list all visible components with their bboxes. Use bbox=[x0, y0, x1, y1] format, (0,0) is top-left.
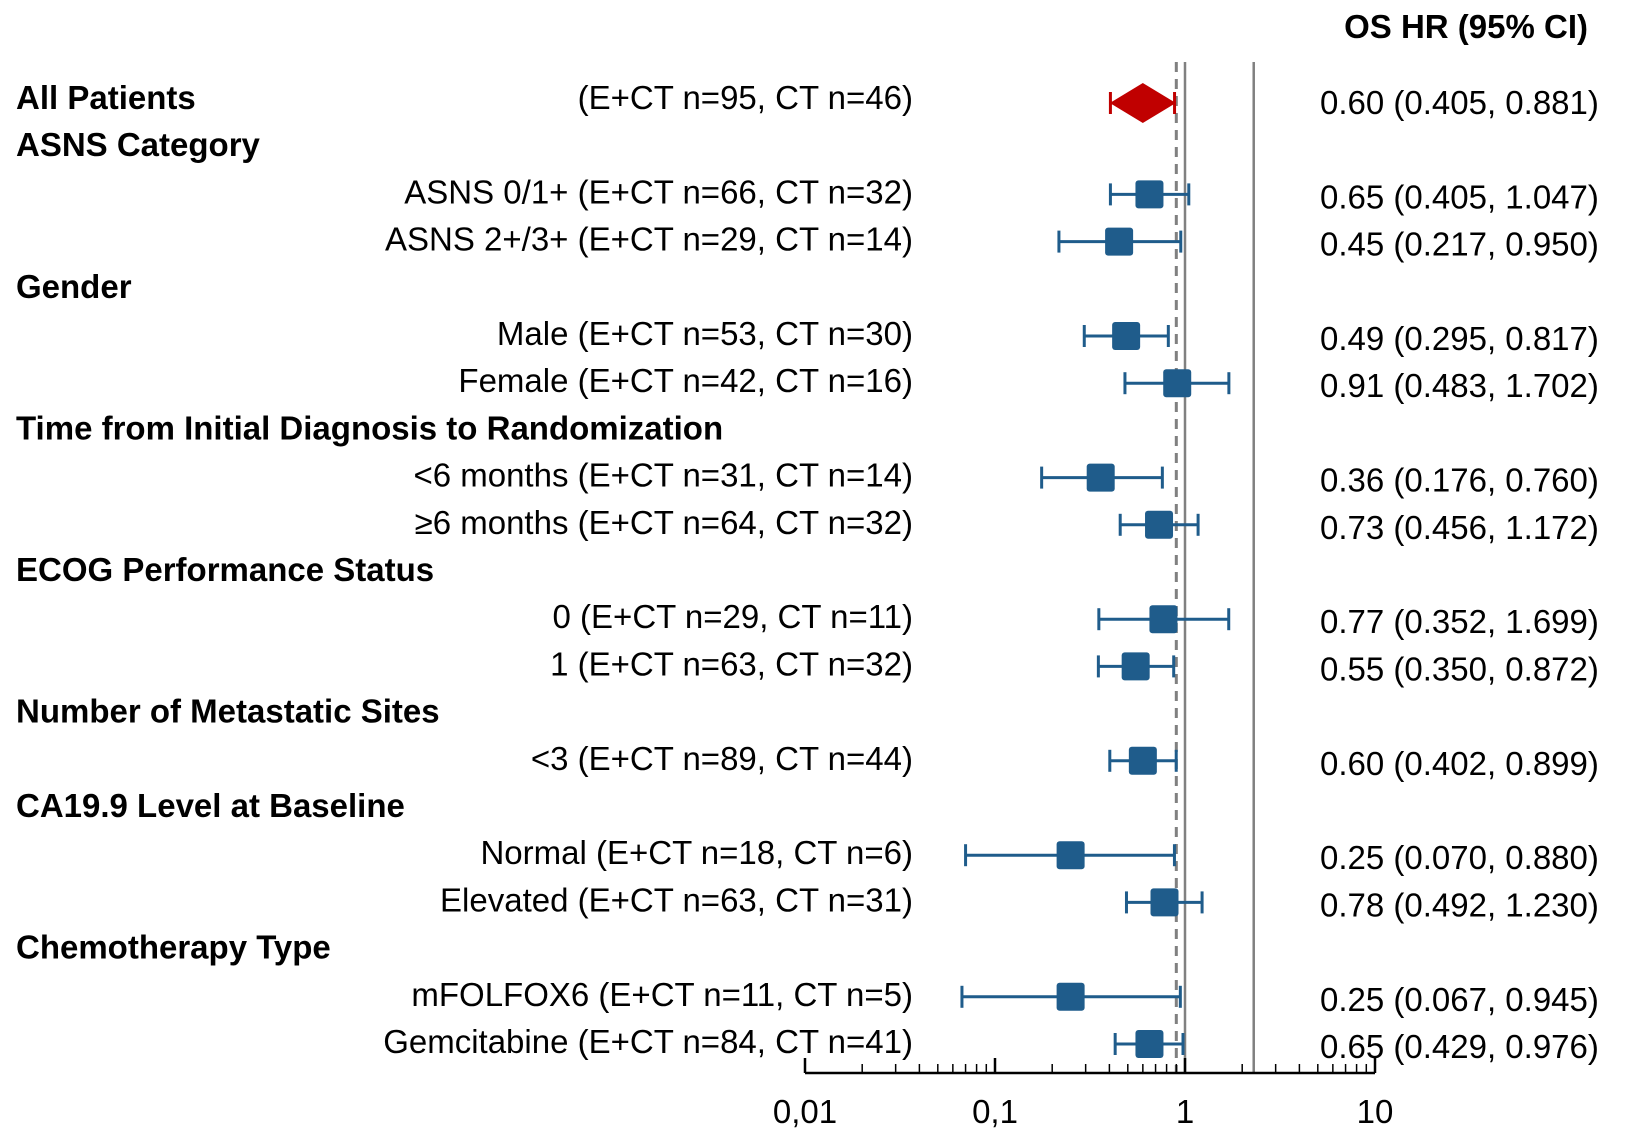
x-tick-label: 0,1 bbox=[972, 1093, 1018, 1130]
hr-square-marker bbox=[1135, 1030, 1164, 1058]
subgroup-label: Male (E+CT n=53, CT n=30) bbox=[497, 315, 913, 352]
forest-row: mFOLFOX6 (E+CT n=11, CT n=5) 0.25 (0.067,… bbox=[411, 976, 1598, 1018]
x-tick-label: 0,01 bbox=[773, 1093, 837, 1130]
hr-square-marker bbox=[1163, 369, 1192, 398]
subgroup-label: ≥6 months (E+CT n=64, CT n=32) bbox=[415, 504, 913, 541]
forest-row: 1 (E+CT n=63, CT n=32) 0.55 (0.350, 0.872… bbox=[550, 645, 1599, 687]
hr-ci-value: 0.73 (0.456, 1.172) bbox=[1320, 509, 1599, 546]
forest-row: <3 (E+CT n=89, CT n=44) 0.60 (0.402, 0.89… bbox=[531, 740, 1599, 782]
hr-square-marker bbox=[1121, 652, 1150, 681]
group-header-row: ASNS Category bbox=[16, 126, 261, 163]
hr-square-marker bbox=[1086, 463, 1115, 492]
x-tick-label: 1 bbox=[1176, 1093, 1194, 1130]
hr-square-marker bbox=[1128, 746, 1157, 775]
reference-lines bbox=[1174, 62, 1255, 1073]
hr-ci-value: 0.60 (0.402, 0.899) bbox=[1320, 745, 1599, 782]
forest-row: Female (E+CT n=42, CT n=16) 0.91 (0.483, … bbox=[458, 362, 1598, 404]
hr-ci-value: 0.55 (0.350, 0.872) bbox=[1320, 650, 1599, 687]
hr-ci-value: 0.91 (0.483, 1.702) bbox=[1320, 367, 1599, 404]
group-header-row: Time from Initial Diagnosis to Randomiza… bbox=[16, 409, 723, 446]
hr-square-marker bbox=[1105, 227, 1134, 256]
group-header-label: Time from Initial Diagnosis to Randomiza… bbox=[16, 409, 723, 446]
hr-square-marker bbox=[1150, 888, 1179, 917]
forest-row: All Patients (E+CT n=95, CT n=46) 0.60 (0.… bbox=[16, 79, 1599, 123]
group-header-label: ASNS Category bbox=[16, 126, 261, 163]
hr-ci-value: 0.49 (0.295, 0.817) bbox=[1320, 320, 1599, 357]
subgroup-label: <3 (E+CT n=89, CT n=44) bbox=[531, 740, 913, 777]
forest-rows: All Patients (E+CT n=95, CT n=46) 0.60 (0.… bbox=[16, 79, 1599, 1065]
overall-n-label: (E+CT n=95, CT n=46) bbox=[578, 79, 913, 116]
hr-ci-value: 0.25 (0.067, 0.945) bbox=[1320, 981, 1599, 1018]
subgroup-label: ASNS 0/1+ (E+CT n=66, CT n=32) bbox=[404, 173, 913, 210]
hr-square-marker bbox=[1145, 510, 1174, 539]
group-header-label: ECOG Performance Status bbox=[16, 551, 434, 588]
subgroup-label: Normal (E+CT n=18, CT n=6) bbox=[480, 834, 913, 871]
hr-square-marker bbox=[1056, 841, 1085, 870]
forest-row: ASNS 0/1+ (E+CT n=66, CT n=32) 0.65 (0.40… bbox=[404, 173, 1599, 215]
forest-row: 0 (E+CT n=29, CT n=11) 0.77 (0.352, 1.699… bbox=[553, 598, 1599, 640]
group-header-label: Gender bbox=[16, 268, 132, 305]
group-header-label: Chemotherapy Type bbox=[16, 929, 331, 966]
hr-ci-value: 0.78 (0.492, 1.230) bbox=[1320, 886, 1599, 923]
hr-ci-value: 0.60 (0.405, 0.881) bbox=[1320, 84, 1599, 121]
forest-row: ≥6 months (E+CT n=64, CT n=32) 0.73 (0.45… bbox=[415, 504, 1599, 546]
forest-row: Male (E+CT n=53, CT n=30) 0.49 (0.295, 0.… bbox=[497, 315, 1599, 357]
group-header-label: Number of Metastatic Sites bbox=[16, 693, 440, 730]
x-tick-label: 10 bbox=[1357, 1093, 1394, 1130]
hr-ci-value: 0.25 (0.070, 0.880) bbox=[1320, 839, 1599, 876]
hr-ci-value: 0.65 (0.405, 1.047) bbox=[1320, 178, 1599, 215]
hr-ci-value: 0.65 (0.429, 0.976) bbox=[1320, 1028, 1599, 1065]
subgroup-label: Elevated (E+CT n=63, CT n=31) bbox=[440, 881, 913, 918]
hr-ci-value: 0.45 (0.217, 0.950) bbox=[1320, 226, 1599, 263]
x-axis: 0,01 0,1 1 10 bbox=[773, 1058, 1393, 1130]
overall-label: All Patients bbox=[16, 79, 196, 116]
column-header: OS HR (95% CI) bbox=[1344, 8, 1588, 45]
forest-row: Normal (E+CT n=18, CT n=6) 0.25 (0.070, 0… bbox=[480, 834, 1598, 876]
group-header-row: Number of Metastatic Sites bbox=[16, 693, 440, 730]
subgroup-label: Gemcitabine (E+CT n=84, CT n=41) bbox=[383, 1023, 913, 1060]
group-header-row: ECOG Performance Status bbox=[16, 551, 434, 588]
subgroup-label: ASNS 2+/3+ (E+CT n=29, CT n=14) bbox=[385, 221, 913, 258]
subgroup-label: mFOLFOX6 (E+CT n=11, CT n=5) bbox=[411, 976, 913, 1013]
subgroup-label: 0 (E+CT n=29, CT n=11) bbox=[553, 598, 913, 635]
hr-square-marker bbox=[1056, 982, 1085, 1011]
overall-diamond-marker bbox=[1109, 83, 1176, 123]
subgroup-label: Female (E+CT n=42, CT n=16) bbox=[458, 362, 913, 399]
subgroup-label: <6 months (E+CT n=31, CT n=14) bbox=[413, 457, 913, 494]
group-header-row: CA19.9 Level at Baseline bbox=[16, 787, 405, 824]
subgroup-label: 1 (E+CT n=63, CT n=32) bbox=[550, 645, 913, 682]
group-header-label: CA19.9 Level at Baseline bbox=[16, 787, 405, 824]
forest-row: Gemcitabine (E+CT n=84, CT n=41) 0.65 (0.… bbox=[383, 1023, 1599, 1065]
hr-square-marker bbox=[1135, 180, 1164, 209]
hr-ci-value: 0.77 (0.352, 1.699) bbox=[1320, 603, 1599, 640]
hr-square-marker bbox=[1149, 605, 1178, 634]
forest-row: Elevated (E+CT n=63, CT n=31) 0.78 (0.492… bbox=[440, 881, 1599, 923]
group-header-row: Gender bbox=[16, 268, 132, 305]
hr-square-marker bbox=[1112, 322, 1141, 350]
group-header-row: Chemotherapy Type bbox=[16, 929, 331, 966]
forest-row: ASNS 2+/3+ (E+CT n=29, CT n=14) 0.45 (0.2… bbox=[385, 221, 1599, 263]
forest-row: <6 months (E+CT n=31, CT n=14) 0.36 (0.17… bbox=[413, 457, 1598, 499]
hr-ci-value: 0.36 (0.176, 0.760) bbox=[1320, 462, 1599, 499]
